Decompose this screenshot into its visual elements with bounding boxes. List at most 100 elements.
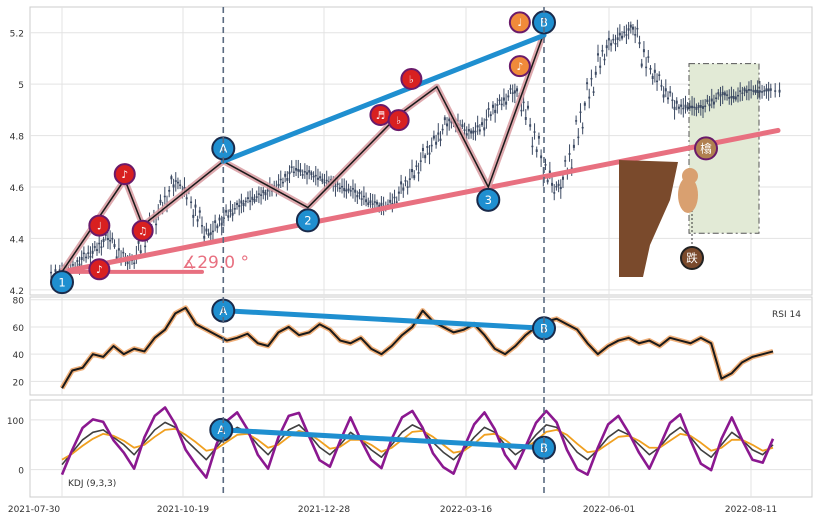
candle-body — [194, 204, 197, 208]
candle-body — [553, 192, 556, 194]
candle-body — [343, 188, 346, 192]
candle-body — [758, 90, 761, 93]
candle-body — [106, 237, 109, 240]
candle-body — [651, 75, 654, 79]
candle-body — [137, 241, 140, 244]
x-tick-label: 2022-08-11 — [725, 505, 777, 515]
candle-body — [594, 71, 597, 75]
candle-body — [428, 152, 431, 155]
wave-label-2: 2 — [304, 214, 311, 228]
candle-body — [351, 188, 354, 190]
candle-body — [266, 189, 269, 192]
candle-body — [481, 122, 484, 126]
candle-body — [601, 50, 604, 52]
candle-body — [658, 74, 661, 76]
candle-body — [577, 136, 580, 139]
candle-body — [494, 109, 497, 113]
candle-body — [653, 69, 656, 73]
price-ytick-label: 4.2 — [10, 287, 24, 297]
candle-body — [201, 225, 204, 227]
candle-body — [618, 32, 621, 36]
candle-body — [323, 181, 326, 184]
candle-body — [54, 269, 57, 272]
candle-body — [441, 128, 444, 131]
candle-body — [85, 256, 88, 259]
price-ytick-label: 4.8 — [10, 133, 25, 143]
candle-body — [581, 126, 584, 129]
kdj-line-K — [61, 421, 774, 466]
candle-body — [614, 43, 617, 45]
candle-body — [430, 144, 433, 147]
candle-body — [526, 105, 529, 109]
candle-body — [564, 160, 567, 162]
candle-body — [756, 89, 759, 93]
candle-body — [91, 250, 94, 254]
candle-body — [736, 94, 739, 97]
candle-body — [168, 189, 171, 192]
candle-body — [516, 88, 519, 92]
candle-body — [306, 172, 309, 175]
candle-body — [395, 201, 398, 203]
candle-body — [301, 174, 304, 176]
kdj-ytick-label: 0 — [18, 467, 24, 477]
candle-body — [113, 244, 116, 248]
candle-body — [367, 202, 370, 205]
candle-body — [505, 101, 508, 105]
candle-body — [605, 45, 608, 49]
rsi-legend: RSI 14 — [772, 310, 801, 320]
rsi-ytick-label: 40 — [13, 351, 25, 361]
candle-body — [209, 232, 212, 235]
candle-body — [540, 155, 543, 159]
x-axis: 2021-07-30 2021-10-19 2021-12-28 2022-03-16… — [8, 505, 777, 515]
candle-body — [373, 201, 376, 203]
candle-body — [732, 95, 735, 100]
rsi-divergence-line — [220, 308, 547, 331]
candle-body — [369, 200, 372, 203]
candle-body — [415, 165, 418, 167]
angle-label: ∡29.0 ° — [182, 253, 249, 273]
candle-body — [279, 178, 282, 181]
candle-body — [443, 117, 446, 121]
candle-body — [104, 233, 107, 236]
candle-body — [246, 197, 249, 200]
candle-body — [695, 107, 698, 110]
candle-body — [706, 99, 709, 103]
candle-body — [117, 248, 120, 251]
candle-body — [115, 256, 118, 259]
candle-body — [378, 204, 381, 208]
x-tick-label: 2022-06-01 — [583, 505, 635, 515]
candle-body — [347, 188, 350, 191]
candle-body — [745, 89, 748, 93]
candle-body — [669, 91, 672, 94]
x-tick-label: 2022-03-16 — [440, 505, 493, 515]
candle-body — [570, 167, 573, 170]
candle-body — [446, 123, 449, 127]
x-tick-label: 2021-07-30 — [8, 505, 61, 515]
candle-body — [87, 252, 90, 254]
candle-body — [673, 106, 676, 110]
pattern-icon: ♩ — [517, 17, 522, 29]
candle-body — [286, 177, 289, 181]
candle-body — [244, 200, 247, 203]
candle-body — [159, 199, 162, 203]
candle-body — [341, 185, 344, 188]
cliff-icon — [619, 160, 678, 277]
candle-body — [411, 169, 414, 173]
candle-body — [511, 92, 514, 94]
candle-body — [734, 96, 737, 100]
candle-body — [531, 145, 534, 148]
candle-body — [338, 187, 341, 190]
candle-body — [303, 171, 306, 173]
candle-body — [231, 212, 234, 216]
candle-body — [686, 106, 689, 110]
candle-body — [697, 105, 700, 108]
candle-body — [675, 100, 678, 104]
pattern-icon: ♭ — [409, 74, 414, 86]
kdj-line-D — [61, 427, 774, 461]
candle-body — [96, 249, 99, 251]
candle-body — [406, 186, 409, 188]
candle-body — [227, 215, 230, 218]
candle-body — [281, 181, 284, 184]
candle-body — [264, 192, 267, 196]
candle-body — [537, 135, 540, 139]
